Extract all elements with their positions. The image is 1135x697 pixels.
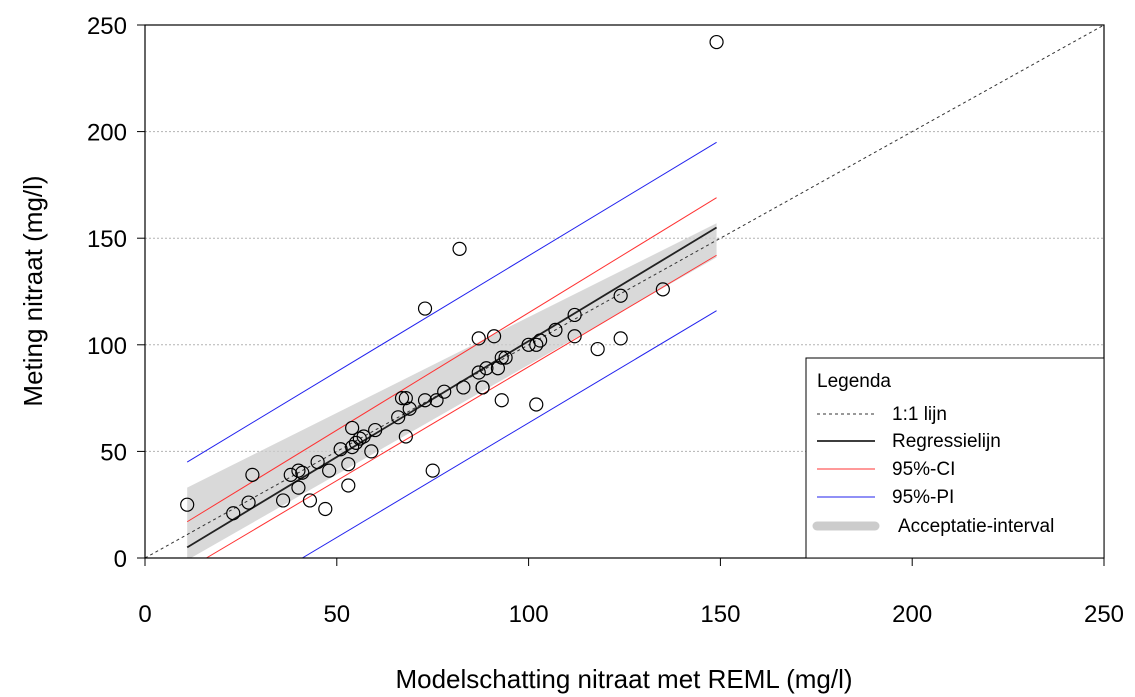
data-point (333, 442, 348, 457)
data-point (613, 288, 628, 303)
ci-lower-line (206, 254, 717, 558)
data-point (291, 480, 306, 495)
data-point (567, 329, 582, 344)
y-tick-label: 150 (87, 226, 127, 253)
y-axis-label: Meting nitraat (mg/l) (18, 175, 48, 406)
data-point (341, 478, 356, 493)
data-point (437, 384, 452, 399)
data-point (494, 350, 509, 365)
data-point (322, 463, 337, 478)
y-axis: 0 50 100 150 200 250 (87, 13, 145, 573)
ci-upper-line (186, 197, 717, 523)
data-point (429, 393, 444, 408)
data-point (456, 380, 471, 395)
x-tick-label: 150 (700, 601, 740, 628)
data-point (613, 331, 628, 346)
y-tick-label: 250 (87, 13, 127, 40)
y-tick-label: 0 (114, 546, 127, 573)
data-point (275, 493, 291, 508)
data-point (655, 282, 670, 297)
data-point (352, 431, 367, 446)
y-tick-label: 100 (87, 333, 127, 360)
data-point (533, 333, 548, 348)
data-point (417, 393, 433, 408)
legend-label-regression: Regressielijn (892, 431, 1001, 452)
y-tick-label: 50 (100, 439, 127, 466)
x-axis: 0 50 100 150 200 250 (138, 558, 1124, 628)
data-point (494, 393, 509, 408)
data-point (345, 440, 360, 455)
x-tick-label: 200 (892, 601, 932, 628)
data-point (302, 493, 318, 508)
data-point (341, 457, 356, 472)
data-point (567, 307, 582, 323)
legend-label-ci: 95%-CI (892, 459, 955, 480)
data-point (283, 467, 298, 482)
legend-label-acceptance: Acceptatie-interval (898, 516, 1054, 537)
acceptance-band (187, 223, 717, 558)
data-point (180, 497, 195, 512)
data-point (394, 391, 410, 406)
data-point (345, 420, 360, 436)
data-point (471, 365, 486, 380)
data-point (548, 322, 563, 337)
data-point (471, 331, 486, 346)
data-point (398, 391, 413, 406)
x-axis-label: Modelschatting nitraat met REML (mg/l) (395, 664, 852, 694)
data-point (529, 337, 544, 352)
x-tick-label: 50 (323, 601, 350, 628)
data-point (425, 463, 440, 478)
y-tick-label: 200 (87, 120, 127, 147)
data-point (479, 361, 494, 376)
data-point (356, 429, 371, 444)
data-point (490, 361, 506, 376)
data-point (417, 301, 433, 316)
legend: Legenda 1:1 lijn Regressielijn 95%-CI 95… (805, 357, 1105, 559)
x-tick-label: 0 (138, 601, 151, 628)
data-point (291, 463, 306, 478)
data-point (475, 380, 490, 395)
data-point (452, 241, 467, 256)
data-point (486, 329, 502, 344)
pi-upper-line (186, 141, 717, 463)
data-point (529, 397, 544, 412)
legend-label-pi: 95%-PI (892, 487, 954, 508)
data-point (402, 401, 417, 416)
points-layer (180, 34, 724, 521)
data-point (295, 465, 310, 480)
legend-label-identity: 1:1 lijn (892, 404, 947, 425)
data-point (364, 444, 379, 459)
data-point (241, 495, 256, 510)
data-point (590, 341, 605, 357)
data-point (368, 422, 383, 438)
pi-lower-line (302, 310, 717, 558)
data-point (498, 350, 513, 365)
legend-title: Legenda (817, 371, 891, 392)
x-tick-label: 100 (509, 601, 549, 628)
plot-frame (144, 24, 1105, 559)
data-point (318, 501, 333, 517)
data-point (391, 410, 406, 425)
data-point (310, 454, 325, 470)
data-point (226, 506, 241, 521)
data-point (709, 34, 724, 50)
regression-line (186, 226, 718, 549)
data-point (245, 467, 260, 482)
x-tick-label: 250 (1084, 601, 1124, 628)
data-point (398, 429, 413, 444)
